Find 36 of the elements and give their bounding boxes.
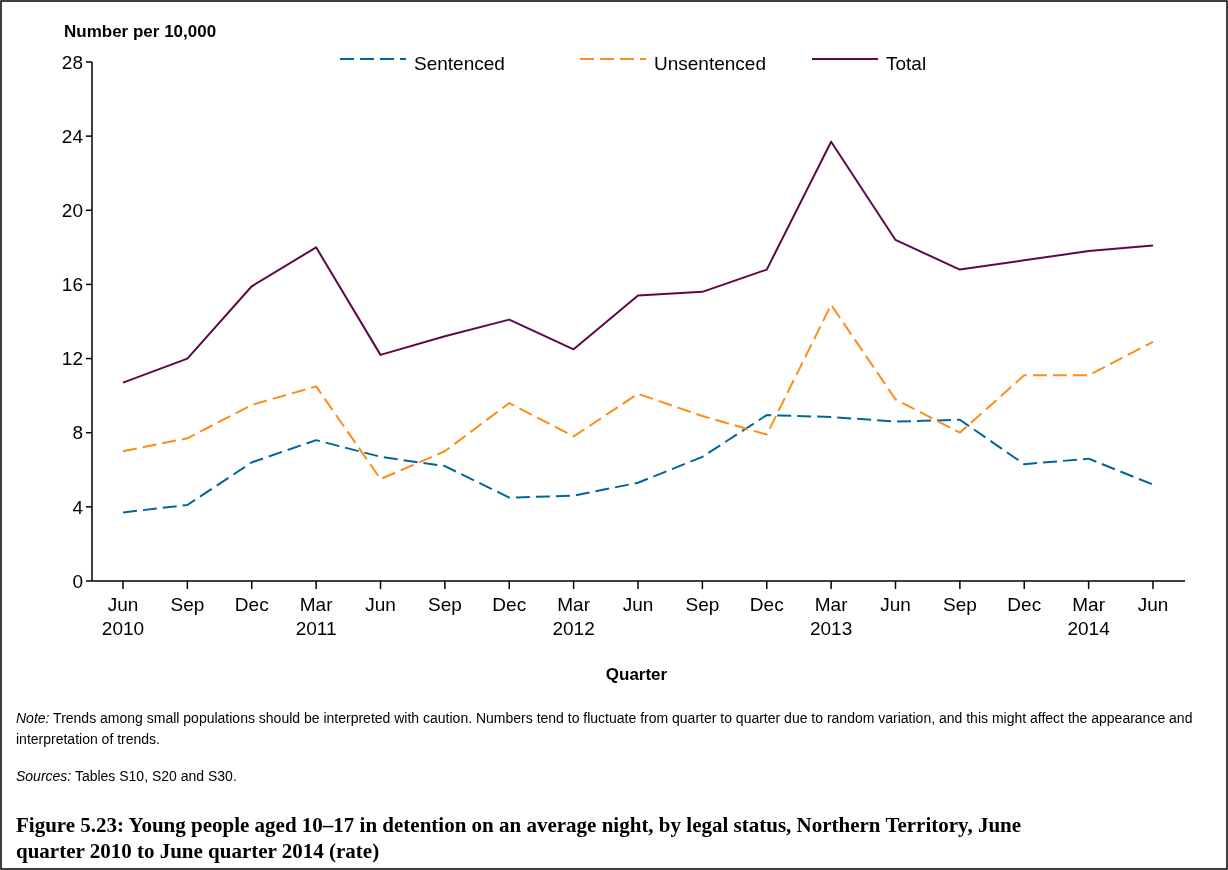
y-tick-label: 4 xyxy=(72,496,84,518)
x-tick-label: Sep xyxy=(427,594,462,615)
source-note: Sources: Tables S10, S20 and S30. xyxy=(16,768,237,784)
y-tick-label: 0 xyxy=(72,570,83,592)
x-axis-title: Quarter xyxy=(605,665,668,684)
legend-label: Total xyxy=(886,52,927,74)
legend-label: Unsentenced xyxy=(654,52,766,74)
y-tick-label: 16 xyxy=(61,274,83,296)
y-tick-label: 24 xyxy=(61,125,84,147)
y-tick-label: 12 xyxy=(61,348,83,370)
y-axis-title: Number per 10,000 xyxy=(64,22,217,41)
x-tick-label: Dec xyxy=(234,594,269,615)
y-tick-label: 8 xyxy=(72,422,83,444)
x-tick-label: Dec xyxy=(1007,594,1042,615)
line-series xyxy=(122,303,1154,481)
line-series xyxy=(122,414,1154,514)
x-tick-label: Mar 2013 xyxy=(809,594,853,639)
x-tick-label: Dec xyxy=(492,594,527,615)
x-tick-label: Sep xyxy=(685,594,720,615)
x-tick-label: Jun 2010 xyxy=(101,594,145,639)
text: Figure 5.23: Young people aged 10–17 in detention on an average night, by legal status, Northern Territory, June quarter 2010 to June quarter 2014 (rate) xyxy=(16,813,1022,863)
x-tick-label: Mar 2012 xyxy=(552,594,595,639)
x-tick-label: Sep xyxy=(170,594,205,615)
y-tick-label: 28 xyxy=(61,51,83,73)
x-tick-label: Jun xyxy=(365,594,396,615)
x-tick-label: Jun xyxy=(622,594,654,615)
x-tick-label: Mar 2014 xyxy=(1067,594,1111,639)
x-tick-label: Sep xyxy=(942,594,977,615)
x-tick-label: Mar 2011 xyxy=(295,594,337,639)
x-tick-label: Dec xyxy=(749,594,784,615)
x-tick-label: Jun xyxy=(1137,594,1169,615)
text: Note: Trends among small populations should be interpreted with caution. Numbers tend to fluctuate from quarter to quarter due to random variation, and this might affect the appearance and interpretation of trends. xyxy=(16,710,1193,747)
legend-label: Sentenced xyxy=(414,52,505,74)
y-tick-label: 20 xyxy=(61,199,83,221)
line-series xyxy=(122,140,1154,384)
x-tick-label: Jun xyxy=(880,594,911,615)
